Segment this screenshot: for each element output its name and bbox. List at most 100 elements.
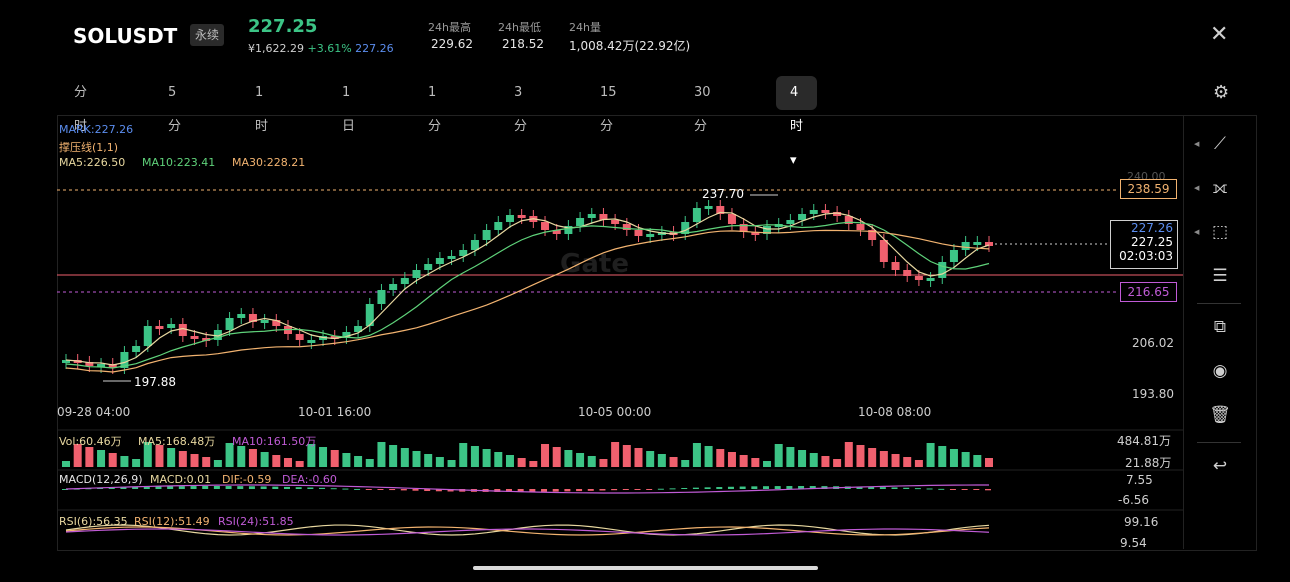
volume-bar: [62, 461, 70, 467]
candle: [342, 332, 351, 338]
candle: [213, 330, 222, 340]
volume-bar: [155, 445, 164, 467]
volume-bar: [692, 443, 701, 467]
macd-bar: [283, 486, 290, 489]
candle: [459, 250, 468, 256]
macd-bar: [727, 486, 734, 489]
volume-bar: [319, 447, 328, 467]
indicator-settings-icon[interactable]: ☰: [1212, 266, 1228, 286]
volume-bar: [470, 446, 479, 467]
macd-bar: [576, 489, 583, 492]
candle: [120, 352, 129, 368]
macd-bar: [319, 487, 326, 489]
draw-line-icon[interactable]: ⟋: [1214, 134, 1226, 154]
resistance-price-box: 238.59: [1120, 179, 1177, 199]
candle: [646, 234, 655, 237]
macd-bar: [798, 486, 805, 489]
candle: [739, 224, 748, 232]
candle: [809, 210, 818, 214]
candle: [914, 276, 923, 280]
mark-price: 227.26: [355, 42, 394, 55]
toggle-icon[interactable]: ⧉: [1213, 317, 1227, 337]
candle: [821, 210, 830, 213]
ma10-line: [65, 221, 990, 369]
volume-bar: [646, 451, 655, 467]
volume-bar: [599, 459, 608, 467]
macd-bar: [751, 486, 758, 489]
candle: [330, 336, 339, 339]
close-icon[interactable]: ✕: [1210, 22, 1229, 47]
candle: [517, 215, 526, 218]
tab-1h[interactable]: 1时: [255, 85, 269, 134]
macd-bar: [622, 489, 629, 490]
tab-30min[interactable]: 30分: [694, 85, 711, 134]
cny-price: ¥1,622.29: [248, 42, 304, 55]
candle: [926, 278, 935, 281]
tab-3min[interactable]: 3分: [514, 85, 528, 134]
volume-bar: [961, 452, 970, 467]
tab-1d[interactable]: 1日: [342, 85, 356, 134]
zigzag-icon[interactable]: ⟗: [1212, 178, 1228, 198]
volume-bar: [517, 458, 526, 467]
candle: [938, 262, 947, 278]
macd-bar: [856, 486, 863, 489]
tab-timeshare[interactable]: 分时: [74, 85, 88, 134]
last-price: 227.25: [248, 16, 318, 37]
rsi12-line: [65, 526, 990, 536]
macd-bar: [973, 489, 980, 490]
macd-bar: [517, 489, 524, 492]
volume-bar: [202, 457, 211, 467]
candle: [354, 326, 363, 332]
candle: [178, 324, 187, 336]
volume-bar: [143, 442, 152, 467]
visibility-icon[interactable]: ◉: [1212, 361, 1228, 381]
macd-bar: [949, 489, 956, 490]
macd-bar: [108, 487, 115, 489]
volume-bar: [681, 460, 690, 467]
gear-icon[interactable]: ⚙: [1213, 82, 1230, 103]
candle: [132, 346, 141, 352]
candle: [599, 214, 608, 220]
macd-bar: [961, 489, 968, 490]
candle: [155, 326, 164, 329]
candle: [424, 264, 433, 270]
macd-bar: [809, 486, 816, 489]
toolbar-divider: [1183, 115, 1184, 549]
volume-bar: [377, 442, 386, 467]
home-indicator: [473, 566, 818, 570]
undo-icon[interactable]: ↩: [1212, 456, 1228, 476]
macd-bar: [716, 487, 723, 489]
macd-bar: [763, 486, 770, 489]
candle: [389, 284, 398, 290]
macd-bar: [248, 486, 255, 489]
candle: [868, 230, 877, 240]
tab-5min[interactable]: 5分: [168, 85, 182, 134]
candle: [949, 250, 958, 262]
candle: [973, 242, 982, 245]
macd-bar: [213, 486, 220, 489]
candle: [225, 318, 234, 330]
macd-bar: [424, 489, 431, 492]
volume-bar: [85, 447, 94, 467]
stat-high-label: 24h最高: [428, 21, 471, 34]
volume-bar: [657, 454, 666, 467]
tab-15min[interactable]: 15分: [600, 85, 617, 134]
volume-bar: [798, 450, 807, 467]
macd-bar: [307, 487, 314, 489]
volume-bar: [248, 449, 257, 467]
candle: [143, 326, 152, 346]
delete-icon[interactable]: 🗑: [1209, 405, 1231, 425]
shape-icon[interactable]: ⬚: [1211, 222, 1229, 242]
legend-rsi24: RSI(24):51.85: [218, 515, 294, 528]
candle: [833, 212, 842, 216]
tab-4h[interactable]: 4时 ▾: [776, 76, 817, 168]
tab-1min[interactable]: 1分: [428, 85, 442, 134]
time-tick: 09-28 04:00: [57, 405, 131, 419]
macd-bar: [552, 489, 559, 492]
macd-bar: [505, 489, 512, 492]
perpetual-badge: 永续: [190, 24, 224, 46]
macd-bar: [704, 487, 711, 489]
legend-ma30: MA30:228.21: [232, 156, 306, 169]
change-percent: +3.61%: [307, 42, 352, 55]
